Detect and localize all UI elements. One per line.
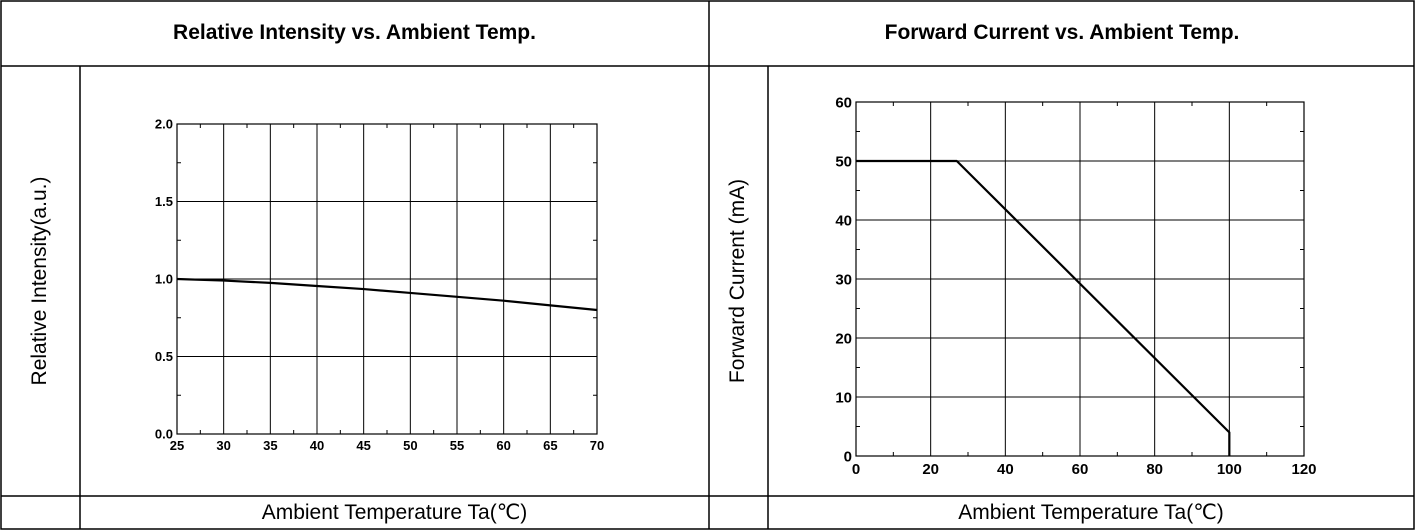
intensity-x-tick-label: 70 [590,438,604,453]
intensity-x-tick-label: 40 [310,438,324,453]
intensity-x-tick-label: 55 [450,438,464,453]
forward-current-series-line [856,159,1231,456]
intensity-y-tick-label: 1.5 [155,194,173,209]
forward-current-x-tick-label: 100 [1217,461,1242,478]
intensity-x-tick-label: 35 [263,438,277,453]
intensity-x-tick-label: 25 [170,438,184,453]
forward-current-x-tick-label: 80 [1146,461,1163,478]
forward-current-y-tick-label: 40 [835,212,852,229]
intensity-x-tick-label: 60 [496,438,510,453]
x-axis-label-intensity: Ambient Temperature Ta(℃) [261,501,528,524]
forward-current-x-tick-label: 20 [922,461,939,478]
forward-current-y-tick-label: 60 [835,94,852,111]
forward-current-x-tick-label: 0 [852,461,860,478]
forward-current-x-tick-label: 60 [1072,461,1089,478]
forward-current-y-tick-label: 30 [835,271,852,288]
intensity-x-tick-label: 50 [403,438,417,453]
forward-current-plot-border [855,101,1305,457]
intensity-x-tick-label: 65 [543,438,557,453]
chart-title-intensity: Relative Intensity vs. Ambient Temp. [173,21,536,44]
chart-title-forward-current: Forward Current vs. Ambient Temp. [884,21,1240,44]
x-axis-label-forward-current: Ambient Temperature Ta(℃) [958,501,1224,524]
forward-current-y-tick-label: 50 [835,153,852,170]
intensity-y-tick-label: 2.0 [155,117,173,132]
forward-current-y-tick-label: 0 [844,448,852,465]
forward-current-y-tick-label: 20 [835,330,852,347]
forward-current-y-tick-label: 10 [835,389,852,406]
intensity-x-tick-label: 45 [356,438,370,453]
forward-current-x-tick-label: 40 [997,461,1014,478]
intensity-y-tick-label: 1.0 [155,272,173,287]
intensity-y-tick-label: 0.0 [155,427,173,442]
intensity-series-line [176,277,598,312]
intensity-x-tick-label: 30 [216,438,230,453]
intensity-y-tick-label: 0.5 [155,349,173,364]
forward-current-x-tick-label: 120 [1291,461,1316,478]
